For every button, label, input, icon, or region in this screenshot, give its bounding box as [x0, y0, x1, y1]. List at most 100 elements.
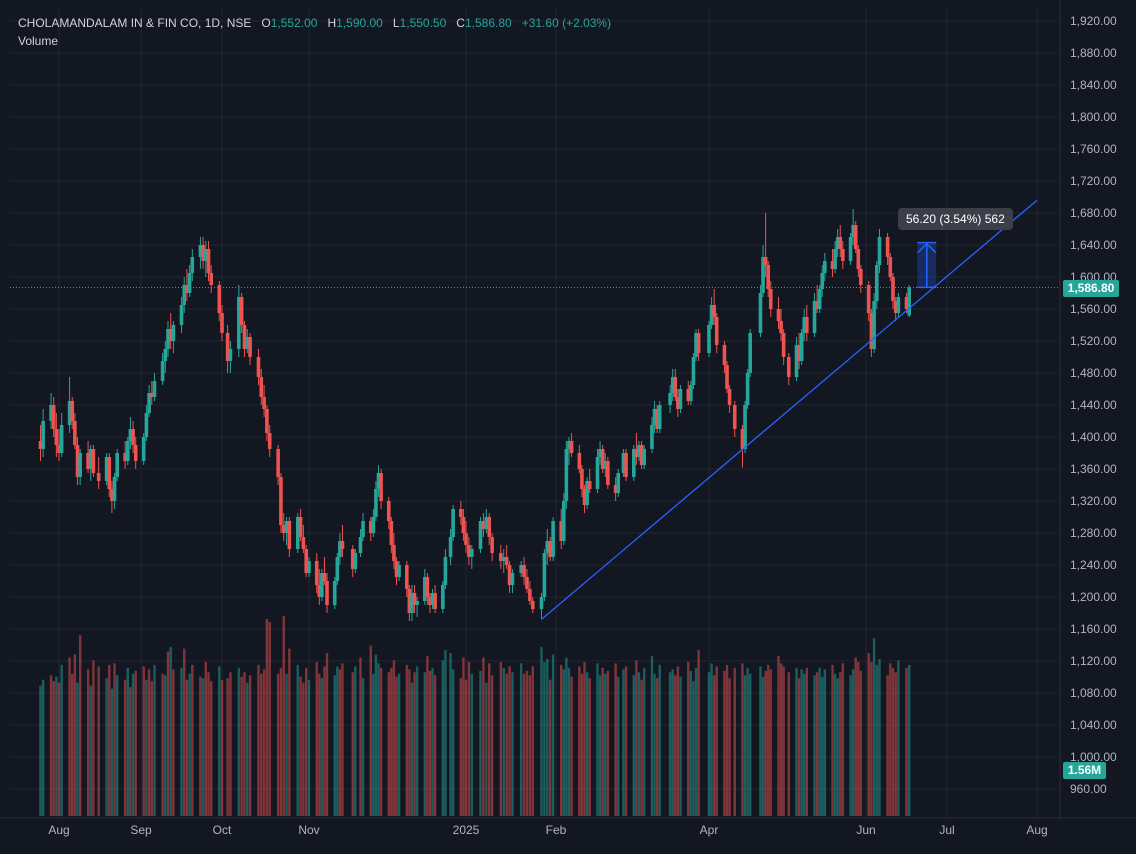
volume-tag: 1.56M — [1063, 762, 1106, 779]
candle-body — [499, 553, 503, 561]
candle-body — [141, 437, 146, 461]
volume-bar — [787, 672, 790, 816]
candle-body — [766, 265, 770, 289]
volume-bar — [836, 678, 839, 816]
volume-bar — [528, 675, 532, 816]
candle-body — [59, 425, 64, 453]
candle-body — [78, 453, 82, 477]
candle-body — [394, 561, 399, 577]
volume-bar — [459, 678, 463, 816]
candle-body — [823, 261, 827, 273]
candle-body — [859, 269, 863, 285]
volume-bar — [671, 669, 674, 816]
candle-body — [160, 361, 165, 381]
volume-bar — [580, 673, 584, 816]
volume-bar — [833, 673, 837, 816]
volume-bar — [800, 669, 803, 816]
volume-bar — [588, 678, 591, 816]
candle-body — [904, 297, 909, 309]
candle-body — [412, 593, 417, 605]
candle-body — [893, 301, 898, 313]
candle-body — [392, 545, 396, 561]
y-tick-label: 1,160.00 — [1070, 622, 1117, 636]
candle-body — [545, 541, 550, 553]
candle-body — [259, 377, 264, 397]
volume-bar — [655, 678, 659, 816]
y-tick-label: 1,520.00 — [1070, 334, 1117, 348]
candle-body — [350, 549, 355, 569]
candle-body — [322, 573, 327, 581]
volume-bar — [897, 660, 900, 816]
last-price-tag: 1,586.80 — [1063, 280, 1119, 297]
volume-bar — [894, 672, 897, 816]
volume-bar — [359, 657, 362, 816]
candle-body — [54, 429, 59, 445]
x-tick-label: Nov — [298, 823, 319, 837]
candle-body — [67, 401, 72, 425]
high-label: H — [327, 16, 337, 30]
candle-body — [507, 565, 512, 585]
volume-bar — [511, 672, 514, 816]
candle-body — [340, 541, 345, 549]
volume-bar — [268, 621, 271, 816]
volume-bar — [604, 673, 607, 816]
volume-bar — [229, 672, 232, 816]
candle-body — [57, 445, 61, 453]
candle-body — [461, 517, 466, 533]
candle-body — [171, 325, 176, 341]
volume-bar — [839, 672, 842, 816]
volume-bar — [131, 673, 135, 816]
y-tick-label: 1,800.00 — [1070, 110, 1117, 124]
candle-body — [287, 521, 292, 549]
volume-bar — [499, 661, 503, 816]
candle-body — [727, 389, 732, 405]
volume-bar — [372, 673, 375, 816]
candle-body — [577, 453, 582, 469]
candle-body — [70, 401, 75, 421]
y-tick-label: 1,880.00 — [1070, 46, 1117, 60]
candle-body — [567, 441, 571, 449]
volume-bar — [779, 663, 783, 816]
volume-bar — [428, 670, 432, 816]
open-value: 1,552.00 — [270, 16, 318, 30]
candle-body — [776, 309, 781, 321]
candle-body — [812, 301, 817, 333]
candle-body — [642, 449, 646, 465]
volume-bar — [733, 667, 736, 816]
candle-body — [802, 317, 807, 333]
candle-body — [504, 557, 509, 565]
candle-body — [639, 445, 644, 465]
volume-bar — [204, 661, 207, 816]
candle-body — [670, 377, 675, 393]
candle-body — [851, 225, 855, 237]
candle-body — [869, 313, 874, 349]
candle-body — [561, 501, 566, 541]
candle-body — [379, 473, 383, 501]
volume-bar — [519, 663, 523, 816]
candle-body — [256, 357, 261, 377]
volume-bar — [746, 667, 749, 816]
volume-bar — [725, 664, 729, 816]
volume-bar — [490, 675, 494, 816]
candle-body — [794, 345, 799, 377]
y-tick-label: 1,200.00 — [1070, 590, 1117, 604]
candle-body — [325, 581, 329, 605]
volume-bar — [405, 664, 409, 816]
candle-body — [152, 381, 157, 397]
candle-body — [478, 521, 483, 549]
volume-bar — [395, 676, 398, 816]
volume-bar — [390, 667, 393, 816]
volume-bar — [674, 675, 677, 816]
volume-bar — [451, 669, 455, 816]
volume-bar — [694, 667, 698, 816]
candle-body — [528, 589, 532, 601]
volume-bar — [145, 679, 148, 816]
volume-bar — [336, 666, 339, 816]
candle-body — [613, 485, 618, 493]
candle-body — [799, 333, 804, 361]
low-value: 1,550.50 — [399, 16, 447, 30]
candle-body — [107, 457, 112, 489]
candle-body — [569, 441, 574, 453]
